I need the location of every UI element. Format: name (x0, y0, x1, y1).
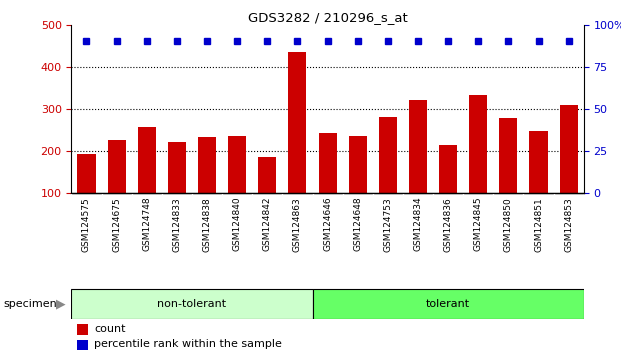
Bar (499, 118, 517, 235)
Text: GSM124842: GSM124842 (263, 197, 272, 251)
Text: GSM124851: GSM124851 (534, 197, 543, 251)
Bar (258, 157, 276, 235)
Text: tolerant: tolerant (426, 298, 470, 309)
Text: GSM124853: GSM124853 (564, 197, 573, 251)
Bar (379, 117, 397, 235)
Text: GSM124675: GSM124675 (112, 197, 121, 251)
Bar (439, 145, 457, 235)
Bar (138, 127, 156, 235)
Bar (71, 289, 312, 319)
Bar (288, 52, 307, 235)
Text: GSM124646: GSM124646 (323, 197, 332, 251)
Text: GSM124575: GSM124575 (82, 197, 91, 251)
Text: GSM124838: GSM124838 (202, 197, 212, 251)
Bar (469, 96, 487, 235)
Bar (530, 131, 548, 235)
Text: GSM124834: GSM124834 (414, 197, 422, 251)
Text: GSM124845: GSM124845 (474, 197, 483, 251)
Text: count: count (94, 324, 126, 333)
Text: GSM124833: GSM124833 (173, 197, 181, 251)
Text: GSM124850: GSM124850 (504, 197, 513, 251)
Text: GSM124836: GSM124836 (443, 197, 453, 251)
Text: percentile rank within the sample: percentile rank within the sample (94, 339, 283, 349)
Bar (312, 289, 584, 319)
Text: GSM124840: GSM124840 (233, 197, 242, 251)
Bar (348, 136, 367, 235)
Bar (228, 136, 246, 235)
Bar (560, 105, 578, 235)
Text: GSM124753: GSM124753 (383, 197, 392, 251)
Text: non-tolerant: non-tolerant (157, 298, 227, 309)
Bar (76, 340, 88, 350)
Bar (76, 324, 88, 335)
Title: GDS3282 / 210296_s_at: GDS3282 / 210296_s_at (248, 11, 407, 24)
Bar (409, 101, 427, 235)
Text: GSM124863: GSM124863 (293, 197, 302, 251)
Text: GSM124648: GSM124648 (353, 197, 362, 251)
Bar (168, 143, 186, 235)
Text: ▶: ▶ (56, 297, 65, 310)
Text: specimen: specimen (3, 298, 57, 309)
Bar (319, 133, 337, 235)
Text: GSM124748: GSM124748 (142, 197, 152, 251)
Bar (78, 154, 96, 235)
Bar (198, 137, 216, 235)
Bar (107, 140, 125, 235)
